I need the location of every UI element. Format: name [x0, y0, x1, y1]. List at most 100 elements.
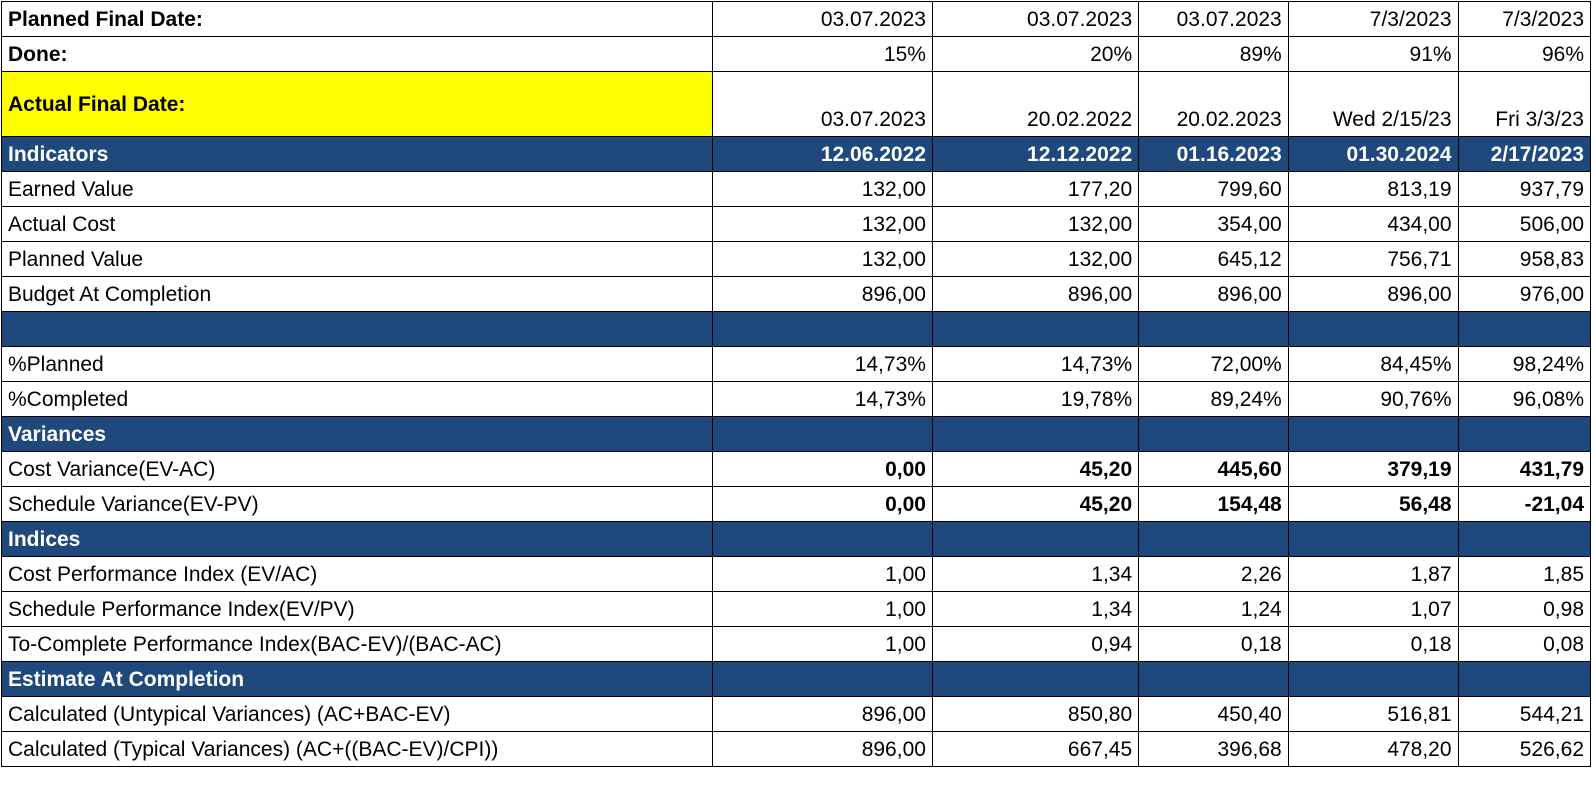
cell-eac-typical-3[interactable]: 396,68 [1138, 731, 1289, 767]
cell-actual-cost-label[interactable]: Actual Cost [1, 206, 713, 242]
cell-indices-header-3[interactable] [1138, 521, 1289, 557]
cell-percent-completed-4[interactable]: 90,76% [1287, 381, 1459, 417]
cell-spi-label[interactable]: Schedule Performance Index(EV/PV) [1, 591, 713, 627]
cell-actual-final-date-5[interactable]: Fri 3/3/23 [1457, 71, 1592, 137]
cell-eac-untypical-3[interactable]: 450,40 [1138, 696, 1289, 732]
cell-blank-section-5[interactable] [1457, 311, 1592, 347]
cell-indicators-header[interactable]: Indicators [1, 136, 713, 172]
cell-percent-planned-3[interactable]: 72,00% [1138, 346, 1289, 382]
cell-cpi-1[interactable]: 1,00 [711, 556, 933, 592]
cell-planned-final-date-4[interactable]: 7/3/2023 [1287, 1, 1459, 37]
cell-indices-header-2[interactable] [931, 521, 1140, 557]
cell-variances-header-5[interactable] [1457, 416, 1592, 452]
cell-percent-planned-4[interactable]: 84,45% [1287, 346, 1459, 382]
cell-spi-2[interactable]: 1,34 [931, 591, 1140, 627]
cell-bac-2[interactable]: 896,00 [931, 276, 1140, 312]
cell-eac-header[interactable]: Estimate At Completion [1, 661, 713, 697]
cell-actual-final-date-1[interactable]: 03.07.2023 [711, 71, 933, 137]
cell-earned-value-5[interactable]: 937,79 [1457, 171, 1592, 207]
cell-eac-untypical-4[interactable]: 516,81 [1287, 696, 1459, 732]
cell-spi-1[interactable]: 1,00 [711, 591, 933, 627]
cell-actual-cost-2[interactable]: 132,00 [931, 206, 1140, 242]
cell-indicators-date-2[interactable]: 12.12.2022 [931, 136, 1140, 172]
cell-percent-completed-3[interactable]: 89,24% [1138, 381, 1289, 417]
cell-done-4[interactable]: 91% [1287, 36, 1459, 72]
cell-planned-value-1[interactable]: 132,00 [711, 241, 933, 277]
cell-cost-variance-5[interactable]: 431,79 [1457, 451, 1592, 487]
cell-actual-final-date-2[interactable]: 20.02.2022 [931, 71, 1140, 137]
cell-indices-header[interactable]: Indices [1, 521, 713, 557]
cell-actual-cost-3[interactable]: 354,00 [1138, 206, 1289, 242]
cell-percent-completed-1[interactable]: 14,73% [711, 381, 933, 417]
cell-cost-variance-3[interactable]: 445,60 [1138, 451, 1289, 487]
cell-indicators-date-5[interactable]: 2/17/2023 [1457, 136, 1592, 172]
cell-eac-untypical-5[interactable]: 544,21 [1457, 696, 1592, 732]
cell-earned-value-4[interactable]: 813,19 [1287, 171, 1459, 207]
cell-cost-variance-1[interactable]: 0,00 [711, 451, 933, 487]
cell-variances-header-1[interactable] [711, 416, 933, 452]
cell-actual-cost-5[interactable]: 506,00 [1457, 206, 1592, 242]
cell-tcpi-2[interactable]: 0,94 [931, 626, 1140, 662]
cell-spi-3[interactable]: 1,24 [1138, 591, 1289, 627]
cell-cpi-4[interactable]: 1,87 [1287, 556, 1459, 592]
cell-eac-untypical-2[interactable]: 850,80 [931, 696, 1140, 732]
cell-planned-value-3[interactable]: 645,12 [1138, 241, 1289, 277]
cell-spi-5[interactable]: 0,98 [1457, 591, 1592, 627]
cell-planned-final-date-3[interactable]: 03.07.2023 [1138, 1, 1289, 37]
cell-percent-planned-5[interactable]: 98,24% [1457, 346, 1592, 382]
cell-blank-section-3[interactable] [1138, 311, 1289, 347]
cell-percent-completed-5[interactable]: 96,08% [1457, 381, 1592, 417]
cell-schedule-variance-4[interactable]: 56,48 [1287, 486, 1459, 522]
cell-indices-header-4[interactable] [1287, 521, 1459, 557]
cell-actual-cost-4[interactable]: 434,00 [1287, 206, 1459, 242]
cell-eac-typical-1[interactable]: 896,00 [711, 731, 933, 767]
cell-variances-header[interactable]: Variances [1, 416, 713, 452]
cell-blank-section-2[interactable] [931, 311, 1140, 347]
cell-percent-planned-1[interactable]: 14,73% [711, 346, 933, 382]
cell-cost-variance-2[interactable]: 45,20 [931, 451, 1140, 487]
cell-schedule-variance-1[interactable]: 0,00 [711, 486, 933, 522]
cell-done-3[interactable]: 89% [1138, 36, 1289, 72]
cell-percent-completed-2[interactable]: 19,78% [931, 381, 1140, 417]
cell-planned-final-date-1[interactable]: 03.07.2023 [711, 1, 933, 37]
cell-cost-variance-4[interactable]: 379,19 [1287, 451, 1459, 487]
cell-cpi-3[interactable]: 2,26 [1138, 556, 1289, 592]
cell-actual-final-date-3[interactable]: 20.02.2023 [1138, 71, 1289, 137]
cell-eac-untypical-1[interactable]: 896,00 [711, 696, 933, 732]
cell-indices-header-1[interactable] [711, 521, 933, 557]
cell-eac-untypical-label[interactable]: Calculated (Untypical Variances) (AC+BAC… [1, 696, 713, 732]
cell-done-label[interactable]: Done: [1, 36, 713, 72]
cell-schedule-variance-2[interactable]: 45,20 [931, 486, 1140, 522]
cell-eac-typical-2[interactable]: 667,45 [931, 731, 1140, 767]
cell-tcpi-4[interactable]: 0,18 [1287, 626, 1459, 662]
cell-actual-final-date-4[interactable]: Wed 2/15/23 [1287, 71, 1459, 137]
cell-eac-header-4[interactable] [1287, 661, 1459, 697]
cell-percent-planned-2[interactable]: 14,73% [931, 346, 1140, 382]
cell-earned-value-2[interactable]: 177,20 [931, 171, 1140, 207]
cell-planned-final-date-2[interactable]: 03.07.2023 [931, 1, 1140, 37]
cell-planned-value-4[interactable]: 756,71 [1287, 241, 1459, 277]
cell-earned-value-3[interactable]: 799,60 [1138, 171, 1289, 207]
cell-indices-header-5[interactable] [1457, 521, 1592, 557]
cell-earned-value-1[interactable]: 132,00 [711, 171, 933, 207]
cell-actual-final-date-label[interactable]: Actual Final Date: [1, 71, 713, 137]
cell-schedule-variance-label[interactable]: Schedule Variance(EV-PV) [1, 486, 713, 522]
cell-tcpi-label[interactable]: To-Complete Performance Index(BAC-EV)/(B… [1, 626, 713, 662]
cell-eac-typical-label[interactable]: Calculated (Typical Variances) (AC+((BAC… [1, 731, 713, 767]
cell-bac-4[interactable]: 896,00 [1287, 276, 1459, 312]
cell-tcpi-1[interactable]: 1,00 [711, 626, 933, 662]
cell-cost-variance-label[interactable]: Cost Variance(EV-AC) [1, 451, 713, 487]
cell-blank-section-1[interactable] [711, 311, 933, 347]
cell-planned-final-date-5[interactable]: 7/3/2023 [1457, 1, 1592, 37]
cell-schedule-variance-5[interactable]: -21,04 [1457, 486, 1592, 522]
cell-indicators-date-1[interactable]: 12.06.2022 [711, 136, 933, 172]
cell-tcpi-3[interactable]: 0,18 [1138, 626, 1289, 662]
cell-planned-value-5[interactable]: 958,83 [1457, 241, 1592, 277]
cell-variances-header-2[interactable] [931, 416, 1140, 452]
cell-blank-section-label[interactable] [1, 311, 713, 347]
cell-bac-3[interactable]: 896,00 [1138, 276, 1289, 312]
cell-done-2[interactable]: 20% [931, 36, 1140, 72]
cell-tcpi-5[interactable]: 0,08 [1457, 626, 1592, 662]
cell-eac-header-5[interactable] [1457, 661, 1592, 697]
cell-bac-label[interactable]: Budget At Completion [1, 276, 713, 312]
